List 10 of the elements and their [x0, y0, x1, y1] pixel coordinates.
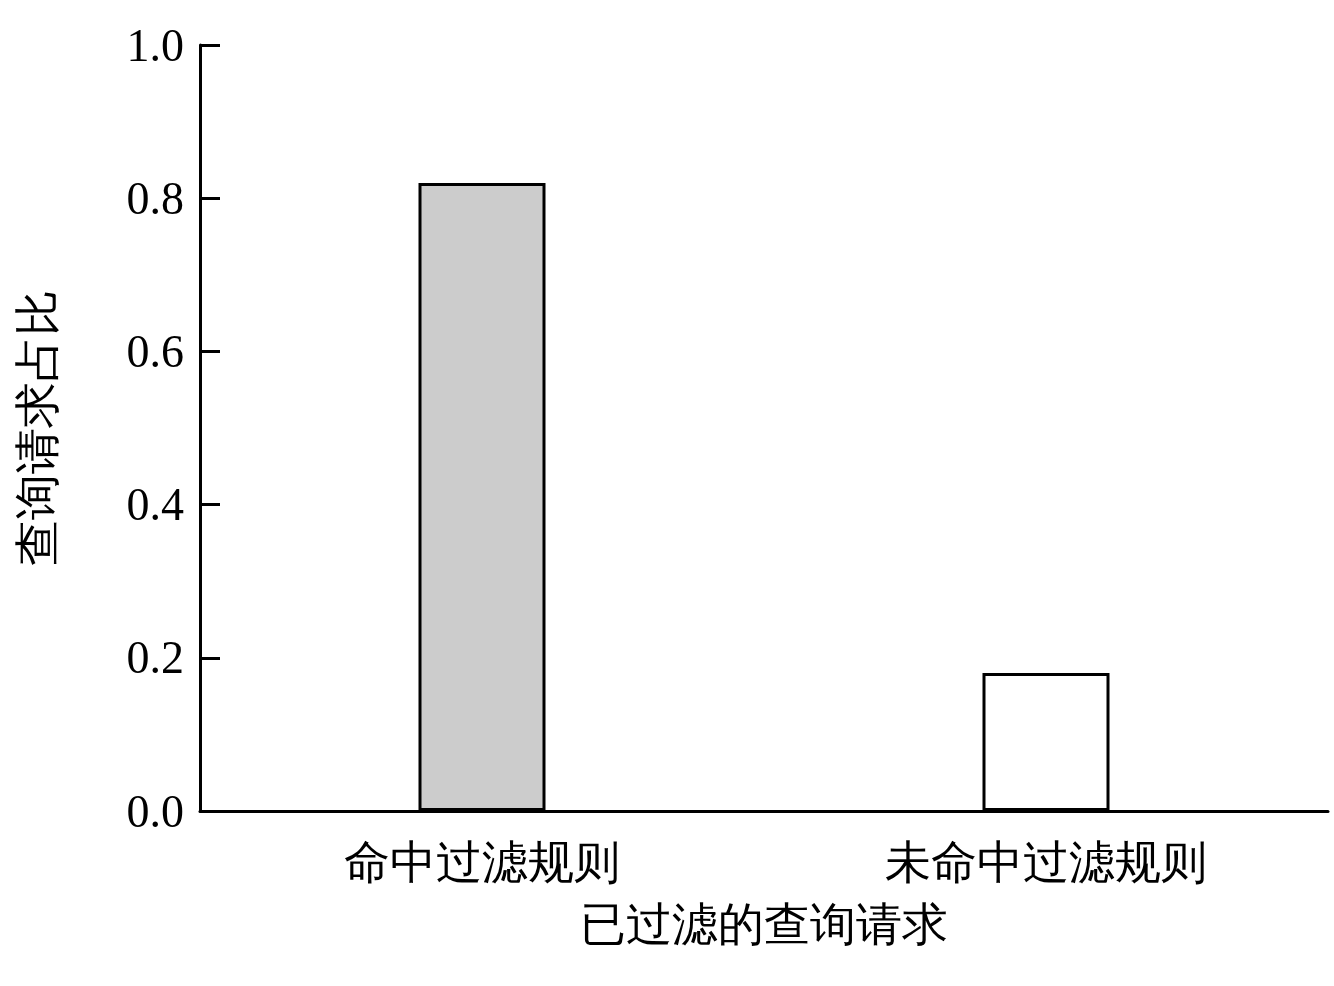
x-tick-label: 未命中过滤规则: [885, 836, 1207, 888]
y-tick-label: 0.6: [126, 325, 184, 377]
y-tick-label: 0.4: [126, 479, 184, 531]
y-tick-label: 0.2: [126, 632, 184, 684]
x-tick-label: 命中过滤规则: [344, 836, 620, 888]
y-tick-label: 0.0: [126, 785, 184, 837]
y-tick-label: 1.0: [126, 19, 184, 71]
y-axis-title: 查询请求占比: [11, 290, 63, 566]
y-tick-label: 0.8: [126, 172, 184, 224]
x-axis-title: 已过滤的查询请求: [580, 898, 948, 950]
